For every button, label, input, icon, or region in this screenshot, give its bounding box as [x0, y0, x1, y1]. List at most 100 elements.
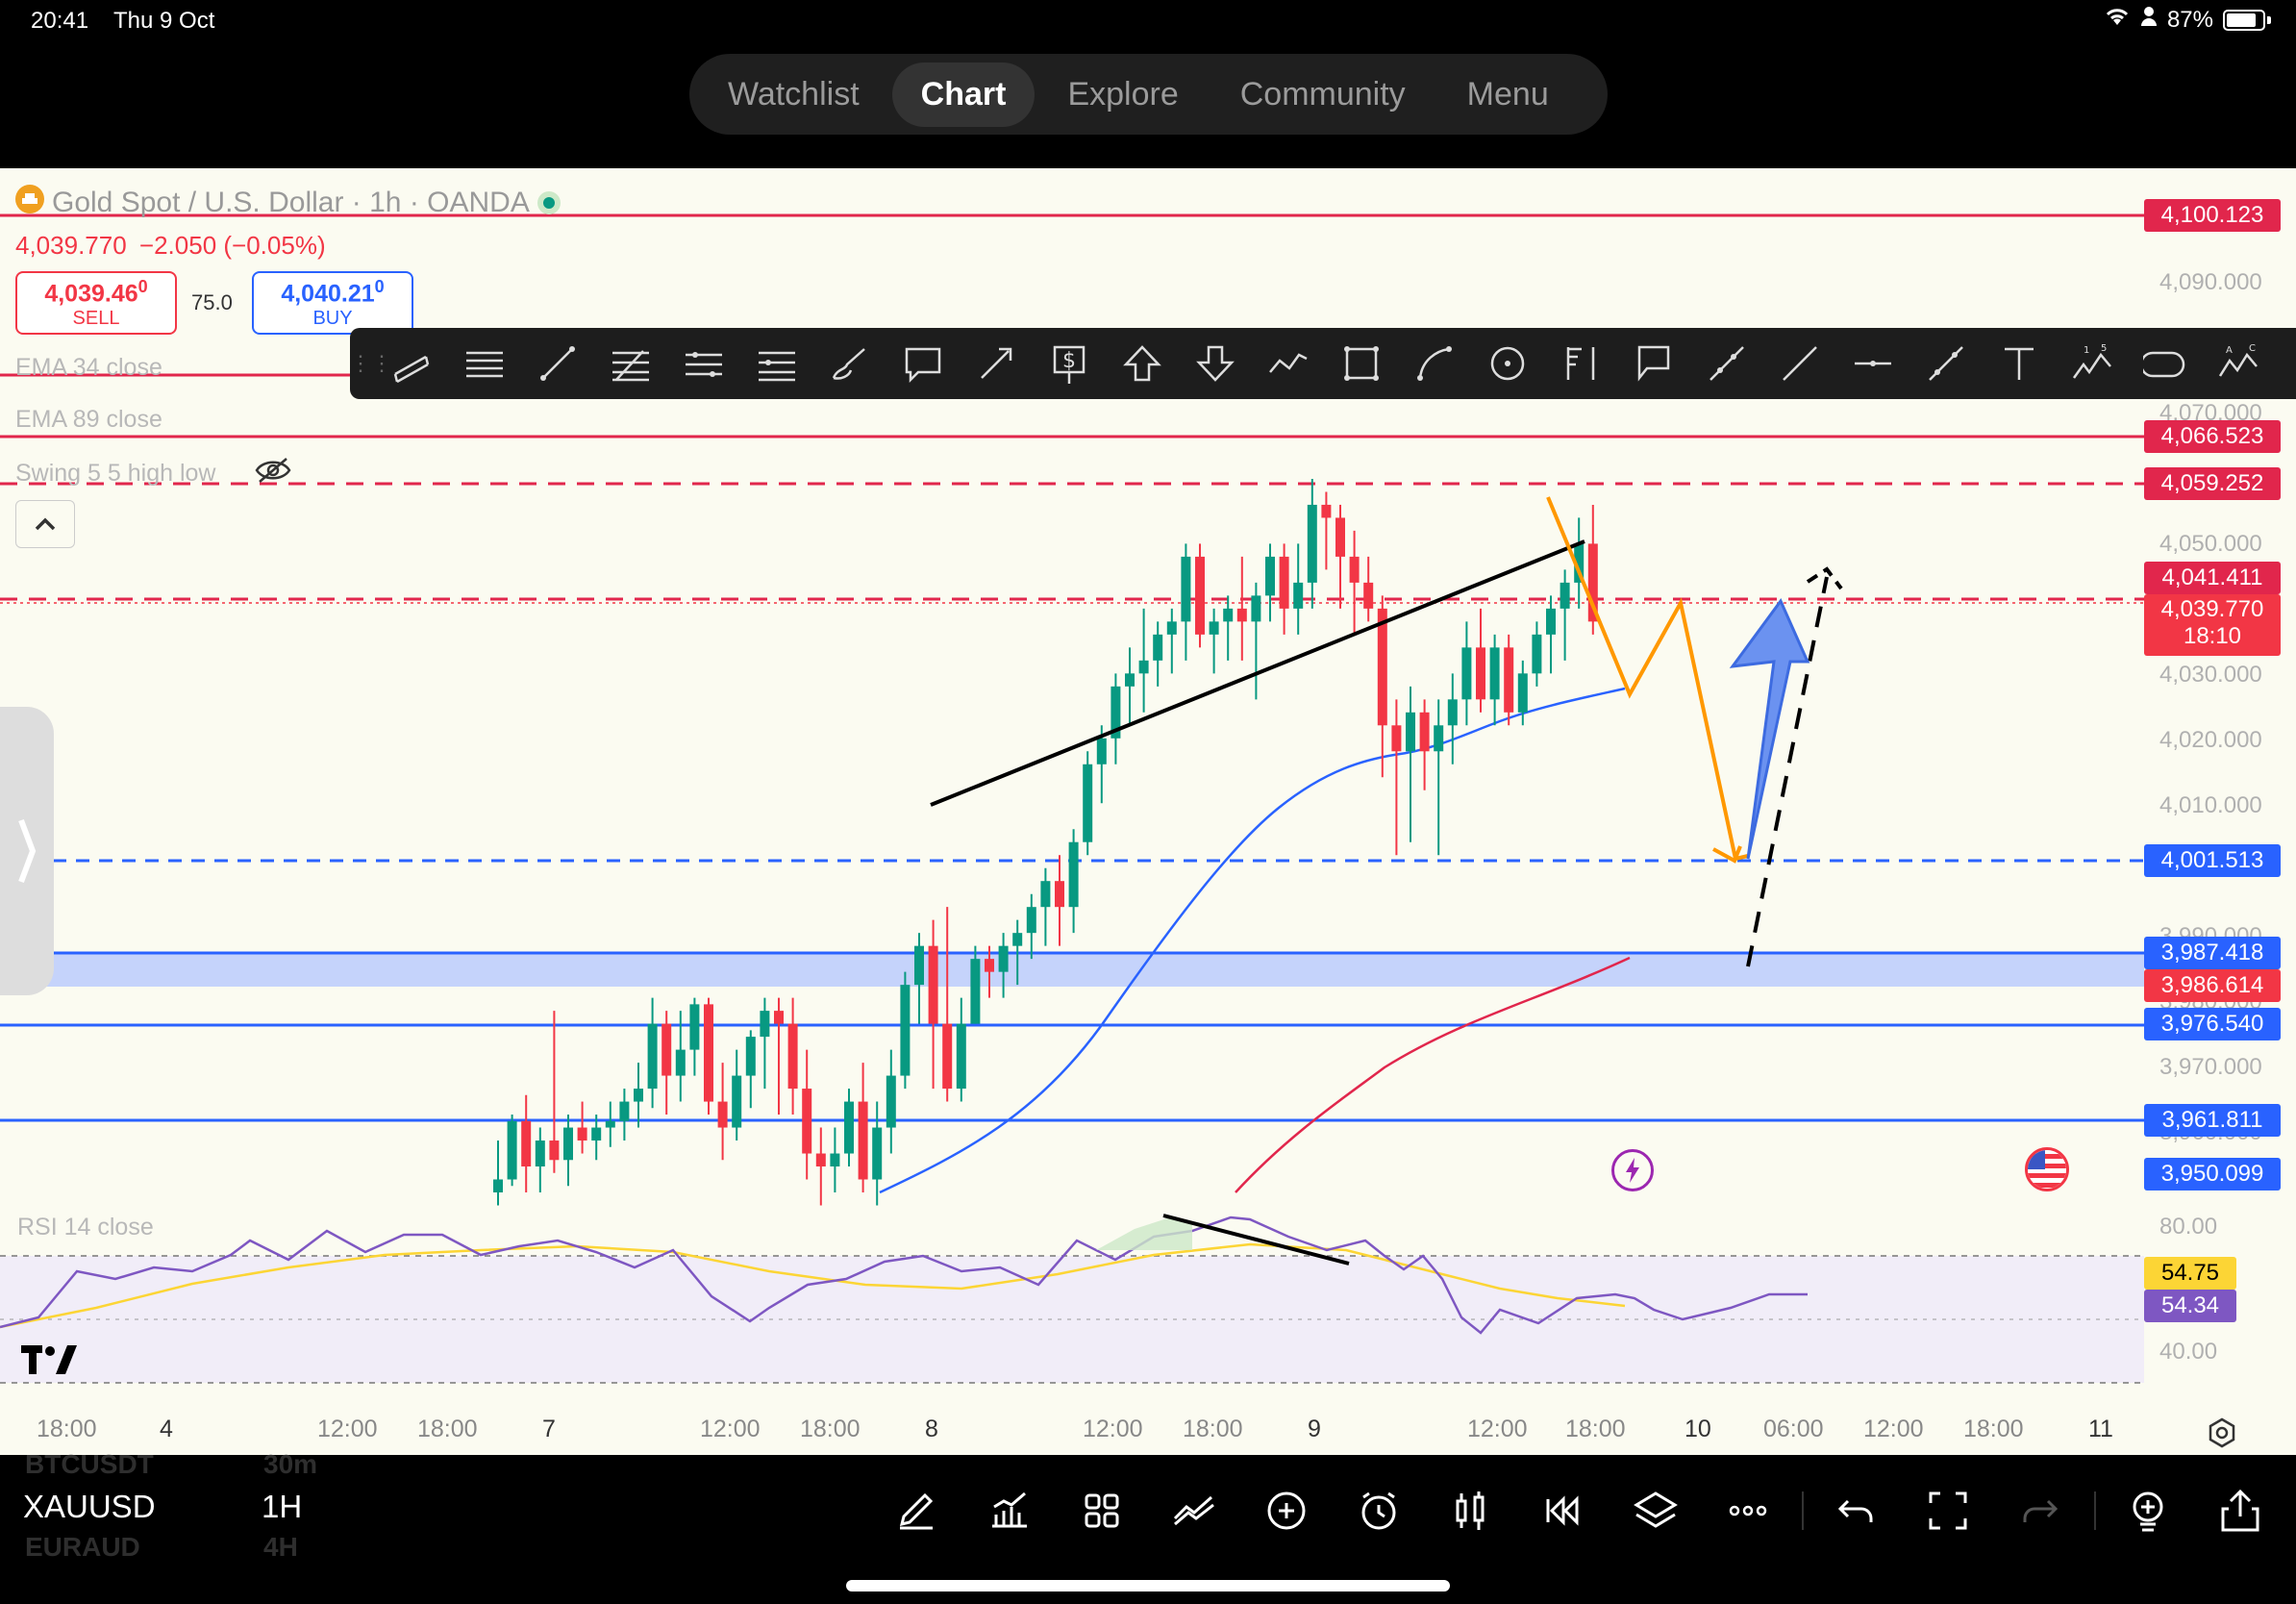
- share-icon[interactable]: [2213, 1484, 2267, 1538]
- tab-community[interactable]: Community: [1239, 75, 1406, 113]
- candle-body: [1476, 647, 1485, 700]
- time-label-5: 7: [542, 1416, 556, 1442]
- fib-retracement-icon[interactable]: [594, 328, 667, 399]
- arrow-tool-icon[interactable]: [960, 328, 1033, 399]
- callout-icon[interactable]: [886, 328, 960, 399]
- undo-icon[interactable]: [1829, 1484, 1883, 1538]
- candle-body: [1125, 673, 1135, 687]
- home-indicator: [846, 1580, 1450, 1591]
- candle-body: [1363, 582, 1374, 609]
- us-flag-icon[interactable]: [2025, 1147, 2069, 1191]
- candles: [493, 478, 1598, 1206]
- pencil-icon[interactable]: [890, 1484, 944, 1538]
- parallel-channel-icon[interactable]: [375, 328, 448, 399]
- candle-body: [760, 1011, 770, 1038]
- candle-body: [1560, 582, 1570, 609]
- sell-button[interactable]: 4,039.460 SELL: [15, 271, 177, 335]
- lightning-icon[interactable]: [1611, 1149, 1654, 1191]
- curve-icon[interactable]: [1398, 328, 1471, 399]
- flag-icon[interactable]: [1544, 328, 1617, 399]
- circle-icon[interactable]: [1471, 328, 1544, 399]
- collapse-legend-button[interactable]: [15, 500, 75, 548]
- candle-body: [1587, 543, 1598, 622]
- side-panel-handle[interactable]: [0, 707, 54, 995]
- alarm-clock-icon[interactable]: [1352, 1484, 1406, 1538]
- price-label-current[interactable]: 4,039.770 18:10: [2144, 594, 2281, 656]
- indicator-ema34[interactable]: EMA 34 close: [15, 354, 162, 381]
- trend-line-icon[interactable]: [521, 328, 594, 399]
- price-chart[interactable]: [0, 168, 2296, 1455]
- info-line-icon[interactable]: [1909, 328, 1983, 399]
- extended-line-icon[interactable]: [1763, 328, 1836, 399]
- time-label-1: 18:00: [37, 1416, 97, 1442]
- rsi-label[interactable]: RSI 14 close: [17, 1214, 154, 1241]
- sell-price-sup: 0: [137, 277, 148, 296]
- svg-text:$: $: [1062, 349, 1076, 373]
- eye-off-icon[interactable]: [254, 456, 292, 491]
- replay-icon[interactable]: [1536, 1484, 1590, 1538]
- battery-tip-icon: [2267, 15, 2271, 24]
- buy-button[interactable]: 4,040.210 BUY: [252, 271, 413, 335]
- candle-body: [1012, 933, 1023, 946]
- drag-handle-icon[interactable]: ⋮⋮: [350, 351, 392, 375]
- candle-body: [591, 1127, 602, 1141]
- candle-body: [1153, 634, 1163, 661]
- fib-channel-icon[interactable]: [667, 328, 740, 399]
- last-price: 4,039.770: [15, 231, 127, 260]
- tab-watchlist[interactable]: Watchlist: [728, 75, 860, 113]
- price-range-icon[interactable]: $: [1033, 328, 1106, 399]
- price-label-4041: 4,041.411: [2144, 562, 2281, 594]
- indicator-ema89[interactable]: EMA 89 close: [15, 406, 162, 433]
- layout-grid-icon[interactable]: [1075, 1484, 1129, 1538]
- note-icon[interactable]: [1617, 328, 1690, 399]
- candle-body: [605, 1120, 615, 1128]
- candle-body: [1209, 621, 1219, 635]
- candle-body: [1083, 764, 1093, 842]
- toolbar-divider: [1802, 1491, 1804, 1530]
- compare-icon[interactable]: [1167, 1484, 1221, 1538]
- more-icon[interactable]: [1721, 1484, 1775, 1538]
- layers-icon[interactable]: [1629, 1484, 1683, 1538]
- axis-settings-icon[interactable]: [2206, 1416, 2238, 1454]
- horizontal-lines-icon[interactable]: [448, 328, 521, 399]
- redo-icon[interactable]: [2013, 1484, 2067, 1538]
- publish-idea-icon[interactable]: [2121, 1484, 2175, 1538]
- spread: 75.0: [191, 290, 233, 314]
- symbol-title[interactable]: Gold Spot / U.S. Dollar · 1h · OANDA: [52, 186, 530, 218]
- add-circle-icon[interactable]: [1260, 1484, 1313, 1538]
- candle-body: [507, 1120, 517, 1180]
- candle-body: [956, 1023, 966, 1090]
- tab-chart[interactable]: Chart: [891, 62, 1036, 127]
- candles-icon[interactable]: [1444, 1484, 1498, 1538]
- symbol-selector[interactable]: XAUUSD: [23, 1489, 156, 1524]
- ghost-symbol-prev: BTCUSDT: [25, 1449, 154, 1479]
- brush-icon[interactable]: [813, 328, 886, 399]
- arrow-up-icon[interactable]: [1106, 328, 1179, 399]
- candle-body: [998, 945, 1009, 972]
- gann-box-icon[interactable]: [740, 328, 813, 399]
- ellipse-icon[interactable]: [2129, 328, 2202, 399]
- rectangle-icon[interactable]: [1325, 328, 1398, 399]
- candle-body: [1307, 504, 1317, 583]
- horizontal-ray-icon[interactable]: [1836, 328, 1909, 399]
- candle-body: [1096, 738, 1107, 764]
- candle-body: [732, 1075, 742, 1128]
- indicator-swing[interactable]: Swing 5 5 high low: [15, 460, 216, 487]
- path-icon[interactable]: [1252, 328, 1325, 399]
- chevron-up-icon: [35, 517, 56, 531]
- indicators-icon[interactable]: [983, 1484, 1036, 1538]
- interval-selector[interactable]: 1H: [262, 1489, 303, 1524]
- candle-body: [872, 1127, 883, 1180]
- arrow-down-icon[interactable]: [1179, 328, 1252, 399]
- text-icon[interactable]: [1983, 328, 2056, 399]
- tab-menu[interactable]: Menu: [1466, 75, 1549, 113]
- trend-line: [930, 539, 1585, 807]
- tab-explore[interactable]: Explore: [1067, 75, 1179, 113]
- fullscreen-icon[interactable]: [1921, 1484, 1975, 1538]
- gold-icon: [15, 185, 44, 220]
- candle-body: [1434, 725, 1444, 752]
- ray-icon[interactable]: [1690, 328, 1763, 399]
